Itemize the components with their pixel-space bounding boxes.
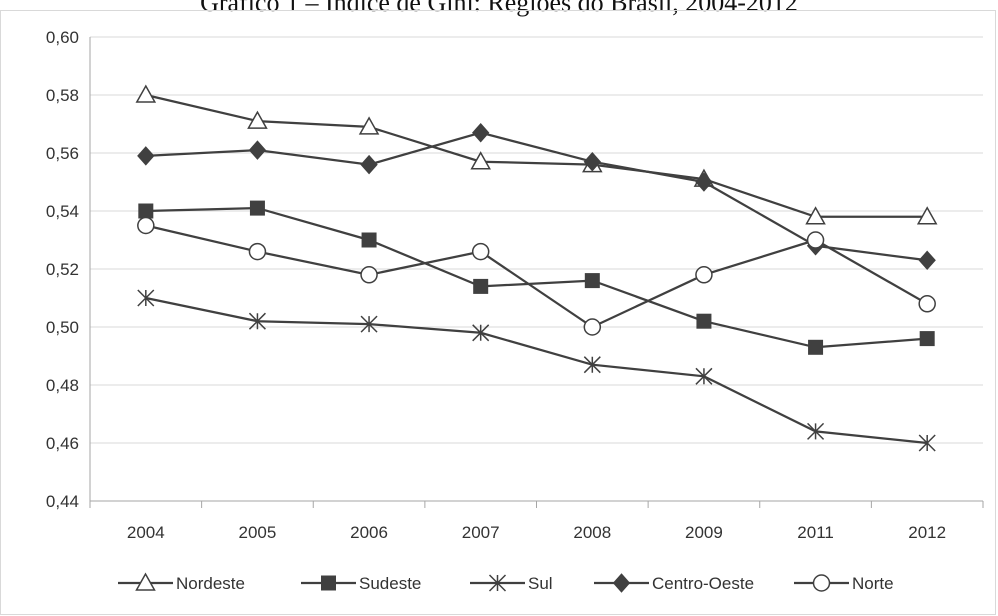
data-point-centro-oeste <box>137 146 155 166</box>
x-tick-label: 2004 <box>127 523 165 542</box>
data-point-sudeste <box>808 339 824 355</box>
series-line-sudeste <box>145 206 928 349</box>
legend-label: Sudeste <box>359 574 421 593</box>
data-point-norte <box>137 216 155 235</box>
data-point-sudeste <box>696 313 712 329</box>
legend-marker <box>135 572 156 591</box>
x-tick-label: 2008 <box>573 523 611 542</box>
data-point-centro-oeste <box>695 172 713 192</box>
series-line-nordeste <box>145 93 928 218</box>
data-point-sul <box>472 324 490 342</box>
data-point-centro-oeste <box>472 122 490 143</box>
x-tick-label: 2012 <box>908 523 946 542</box>
legend-item-sul: Sul <box>470 574 553 593</box>
series-centro-oeste <box>137 122 936 271</box>
series-norte <box>137 216 936 336</box>
series-line-norte <box>145 224 928 329</box>
data-point-sudeste <box>249 200 265 216</box>
data-point-sul <box>695 367 713 385</box>
series-sudeste <box>138 200 935 355</box>
legend-item-centro-oeste: Centro-Oeste <box>594 573 754 593</box>
x-tick-label: 2009 <box>685 523 723 542</box>
gridlines <box>90 36 983 444</box>
data-point-nordeste <box>358 116 380 135</box>
data-point-nordeste <box>135 84 157 103</box>
legend-label: Norte <box>852 574 894 593</box>
axes: 0,44 0,46 0,48 0,50 0,52 0,54 0,56 0,58 0,60 2004… <box>46 28 984 542</box>
y-tick-label: 0,52 <box>46 260 79 279</box>
data-point-sudeste <box>473 278 489 294</box>
x-tick-label: 2006 <box>350 523 388 542</box>
y-tick-label: 0,50 <box>46 318 79 337</box>
data-point-nordeste <box>470 151 491 170</box>
data-point-sul <box>583 356 601 374</box>
data-point-norte <box>806 231 825 249</box>
data-point-nordeste <box>805 206 826 225</box>
x-tick-label: 2005 <box>239 523 277 542</box>
data-point-sudeste <box>138 203 154 219</box>
data-point-sul <box>807 422 825 440</box>
data-point-centro-oeste <box>248 140 267 160</box>
x-tick-label: 2011 <box>797 523 834 542</box>
data-point-sul <box>137 289 155 307</box>
series-sul <box>137 289 936 452</box>
data-point-norte <box>360 266 378 284</box>
legend: Nordeste Sudeste Sul Centro-Oeste Norte <box>118 572 894 593</box>
data-point-norte <box>918 295 936 313</box>
legend-item-nordeste: Nordeste <box>118 572 245 593</box>
legend-label: Nordeste <box>176 574 245 593</box>
data-point-nordeste <box>247 110 268 129</box>
data-point-norte <box>471 242 490 261</box>
chart-frame <box>0 10 996 615</box>
series-layer <box>135 84 938 452</box>
legend-item-sudeste: Sudeste <box>301 574 421 593</box>
data-point-centro-oeste <box>918 250 936 271</box>
legend-item-norte: Norte <box>794 574 894 593</box>
chart-title: Gráfico 1 – Índice de Gini: Regiões do B… <box>200 0 798 17</box>
y-tick-label: 0,58 <box>46 86 79 105</box>
legend-marker <box>488 574 507 592</box>
data-point-sul <box>918 434 936 452</box>
data-point-sudeste <box>584 273 600 289</box>
legend-marker <box>812 574 831 592</box>
data-point-sudeste <box>361 232 377 248</box>
data-point-nordeste <box>916 206 938 225</box>
y-tick-label: 0,56 <box>46 144 79 163</box>
y-tick-label: 0,46 <box>46 434 79 453</box>
y-tick-label: 0,54 <box>46 202 79 221</box>
legend-label: Sul <box>528 574 553 593</box>
data-point-norte <box>583 318 602 336</box>
data-point-centro-oeste <box>360 154 378 175</box>
data-point-sul <box>360 315 378 333</box>
data-point-norte <box>695 266 713 284</box>
legend-label: Centro-Oeste <box>652 574 754 593</box>
series-line-sul <box>145 296 928 445</box>
legend-marker <box>612 573 631 593</box>
y-tick-label: 0,44 <box>46 492 79 511</box>
x-tick-label: 2007 <box>462 523 500 542</box>
data-point-centro-oeste <box>583 151 601 172</box>
series-line-centro-oeste <box>145 131 928 262</box>
y-tick-label: 0,48 <box>46 376 79 395</box>
data-point-norte <box>248 242 267 261</box>
data-point-sudeste <box>919 331 935 347</box>
legend-marker <box>321 575 336 591</box>
y-tick-label: 0,60 <box>46 28 79 47</box>
data-point-sul <box>248 312 266 330</box>
